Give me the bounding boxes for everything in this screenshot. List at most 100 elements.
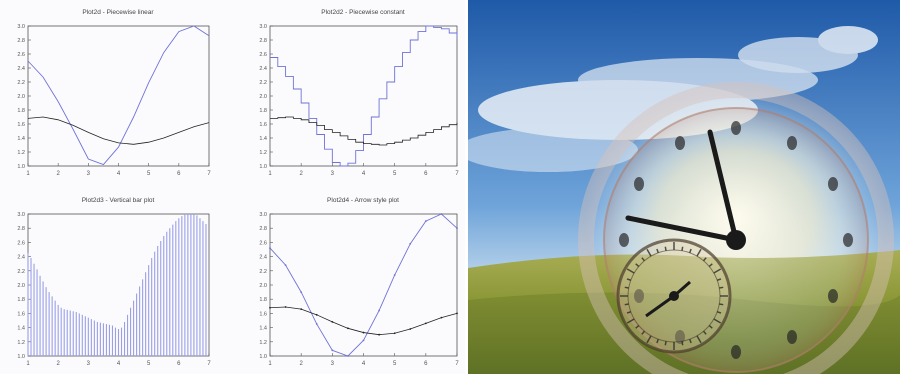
clock-numeral-mark [827, 289, 838, 303]
y-tick-label: 2.6 [17, 52, 25, 58]
y-tick-label: 1.8 [17, 108, 25, 114]
dial-tick [656, 338, 659, 344]
y-tick-label: 2.0 [259, 283, 267, 289]
arrow-point [393, 274, 396, 276]
clock-numeral-mark [675, 136, 685, 151]
x-tick-label: 6 [177, 361, 181, 367]
clock-numeral-mark [843, 233, 853, 247]
arrow-point [378, 309, 380, 312]
y-tick-label: 1.6 [259, 122, 267, 128]
series-blue-line [269, 213, 458, 357]
y-tick-label: 2.4 [17, 66, 25, 72]
arrow-point [424, 322, 427, 325]
dial-tick [626, 278, 632, 281]
arrow-point [300, 308, 303, 311]
y-tick-label: 2.8 [259, 226, 267, 232]
series-blue-line [27, 25, 210, 166]
arrow-point [456, 227, 458, 230]
y-tick-label: 1.2 [17, 340, 25, 346]
arrow-point [378, 333, 380, 336]
clock-numeral-mark [731, 345, 741, 359]
clock-meadow-image [468, 0, 900, 374]
dial-tick [716, 278, 722, 281]
y-tick-label: 2.8 [259, 38, 267, 44]
clock-numeral-mark [634, 289, 645, 303]
y-tick-label: 1.0 [259, 164, 267, 170]
plot-panel-4: Plot2d4 - Arrow style plot 1.0 1.2 1.4 1.6 1.… [259, 197, 459, 367]
x-tick-label: 2 [299, 171, 303, 177]
series-black-line [269, 306, 458, 336]
y-tick-label: 1.0 [17, 354, 25, 360]
series-black-line [27, 116, 210, 145]
y-tick-label: 1.0 [17, 164, 25, 170]
y-tick-label: 2.6 [17, 240, 25, 246]
x-tick-label: 7 [455, 171, 459, 177]
y-tick-label: 1.8 [259, 108, 267, 114]
series-black-line [270, 116, 458, 146]
x-tick-label: 6 [177, 171, 181, 177]
arrow-point [362, 339, 365, 342]
dial-tick [646, 248, 652, 257]
x-tick-label: 1 [268, 361, 272, 367]
x-tick-label: 1 [26, 171, 30, 177]
dial-tick [696, 335, 702, 344]
y-tick-label: 1.4 [259, 326, 267, 332]
y-tick-label: 1.6 [17, 122, 25, 128]
y-tick-label: 1.4 [17, 136, 25, 142]
clock-meadow-photo [468, 0, 900, 374]
arrow-point [315, 313, 318, 316]
dial-tick [689, 248, 692, 254]
y-tick-label: 1.4 [259, 136, 267, 142]
dial-tick [681, 246, 684, 251]
y-tick-label: 1.2 [17, 150, 25, 156]
arrow-point [269, 247, 271, 249]
arrow-point [393, 332, 396, 335]
x-tick-label: 2 [56, 361, 60, 367]
x-tick-label: 5 [393, 361, 397, 367]
x-tick-label: 2 [299, 361, 303, 367]
y-tick-label: 2.4 [17, 255, 25, 261]
y-tick-label: 2.8 [17, 226, 25, 232]
x-tick-label: 1 [268, 171, 272, 177]
dial-tick [664, 341, 667, 346]
plot-title: Plot2d3 - Vertical bar plot [82, 197, 155, 204]
plot-panel-3: Plot2d3 - Vertical bar plot 1.0 1.2 1.4 1.6 1… [17, 197, 211, 367]
x-tick-label: 4 [117, 171, 121, 177]
arrow-point [424, 220, 427, 223]
y-tick-label: 1.2 [259, 340, 267, 346]
plot-title: Plot2d4 - Arrow style plot [327, 197, 399, 204]
x-tick-label: 3 [331, 171, 335, 177]
dial-tick [708, 263, 713, 268]
x-tick-label: 6 [424, 171, 428, 177]
plot-grid: Plot2d - Piecewise linear 1.0 1.2 1.4 1.6 1.8… [17, 9, 459, 367]
arrow-point [440, 316, 443, 319]
x-tick-label: 3 [87, 171, 91, 177]
dial-tick [713, 268, 722, 274]
dial-tick [641, 330, 646, 335]
dial-tick [702, 330, 707, 335]
y-tick-label: 1.8 [17, 297, 25, 303]
y-tick-label: 2.0 [259, 94, 267, 100]
y-tick-label: 1.6 [17, 311, 25, 317]
y-tick-label: 2.8 [17, 38, 25, 44]
x-tick-label: 6 [424, 361, 428, 367]
arrow-point [284, 306, 287, 308]
y-tick-label: 3.0 [259, 24, 267, 30]
dial-tick [626, 311, 632, 314]
x-tick-label: 7 [207, 361, 211, 367]
dial-tick [719, 303, 724, 306]
x-tick-label: 3 [331, 361, 335, 367]
arrow-point [456, 312, 458, 315]
arrow-point [315, 323, 318, 325]
clock-numeral-mark [827, 177, 838, 191]
dial-tick [635, 324, 640, 329]
x-tick-label: 1 [26, 361, 30, 367]
x-tick-label: 4 [117, 361, 121, 367]
dial-tick [641, 257, 646, 262]
arrow-point [347, 355, 349, 357]
x-tick-label: 5 [147, 171, 151, 177]
dial-tick [708, 324, 713, 329]
arrow-point [331, 321, 334, 323]
dial-tick [646, 335, 652, 344]
arrow-point [362, 331, 365, 334]
